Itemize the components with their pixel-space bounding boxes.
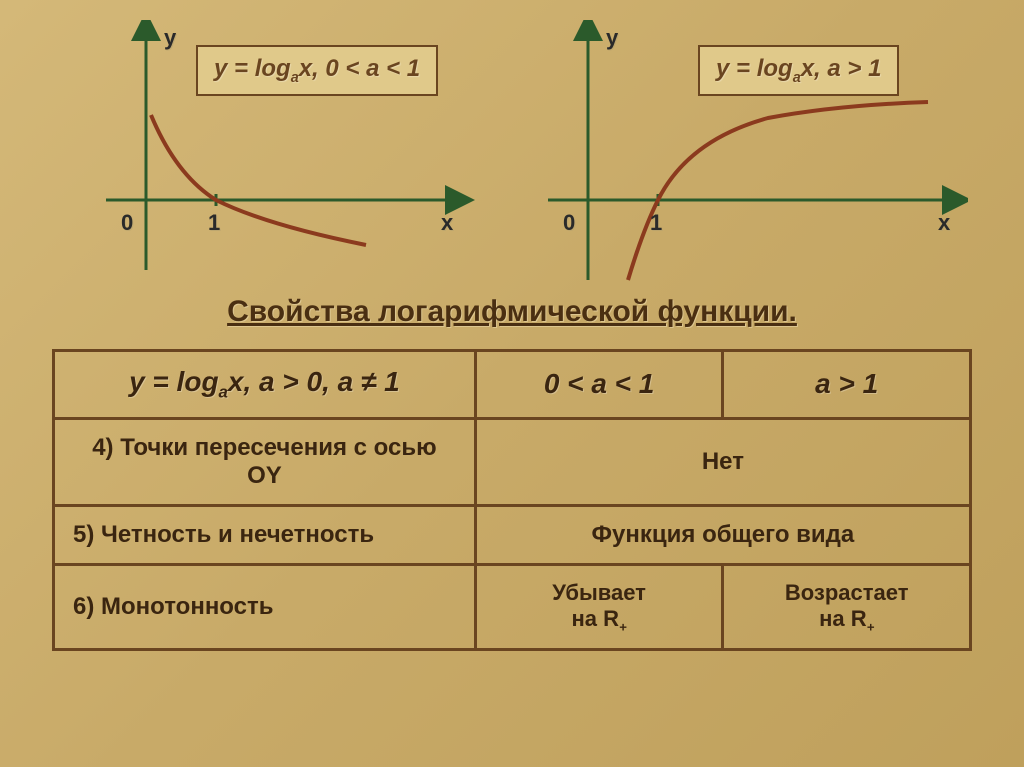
row5-label: 5) Четность и нечетность [54, 505, 476, 564]
row4-value: Нет [475, 418, 970, 505]
table-row: 5) Четность и нечетность Функция общего … [54, 505, 971, 564]
left-formula-box: y = logax, 0 < a < 1 [196, 45, 438, 96]
row5-value: Функция общего вида [475, 505, 970, 564]
row6-v2: Возрастаетна R+ [723, 564, 971, 649]
left-origin: 0 [121, 210, 133, 236]
row6-v1: Убываетна R+ [475, 564, 723, 649]
right-x-label: x [938, 210, 950, 236]
table-row: 4) Точки пересечения с осью OY Нет [54, 418, 971, 505]
left-y-label: y [164, 25, 176, 51]
header-range1: 0 < a < 1 [475, 351, 723, 419]
header-range2: a > 1 [723, 351, 971, 419]
right-origin: 0 [563, 210, 575, 236]
chart-right: y x 0 1 y = logax, a > 1 [528, 20, 968, 270]
right-one: 1 [650, 210, 662, 236]
table-row: 6) Монотонность Убываетна R+ Возрастаетн… [54, 564, 971, 649]
table-header-row: y = logax, a > 0, a ≠ 1 0 < a < 1 a > 1 [54, 351, 971, 419]
section-title: Свойства логарифмической функции. [0, 295, 1024, 329]
charts-row: y x 0 1 y = logax, 0 < a < 1 y x 0 1 y =… [0, 0, 1024, 280]
header-formula: y = logax, a > 0, a ≠ 1 [54, 351, 476, 419]
properties-table: y = logax, a > 0, a ≠ 1 0 < a < 1 a > 1 … [52, 349, 972, 651]
right-formula-box: y = logax, a > 1 [698, 45, 899, 96]
left-x-label: x [441, 210, 453, 236]
row6-label: 6) Монотонность [54, 564, 476, 649]
right-y-label: y [606, 25, 618, 51]
left-one: 1 [208, 210, 220, 236]
row4-label: 4) Точки пересечения с осью OY [54, 418, 476, 505]
chart-left: y x 0 1 y = logax, 0 < a < 1 [56, 20, 496, 270]
